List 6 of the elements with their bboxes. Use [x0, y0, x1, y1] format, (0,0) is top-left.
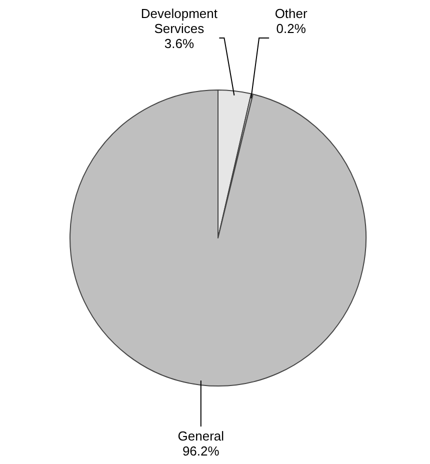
data-label: 96.2%	[182, 444, 220, 459]
data-label: 3.6%	[164, 36, 194, 51]
data-label: 0.2%	[276, 21, 306, 36]
slice-label: Development Services	[140, 6, 218, 36]
slice-label: General	[178, 428, 224, 444]
slice-label: Other	[274, 6, 308, 21]
